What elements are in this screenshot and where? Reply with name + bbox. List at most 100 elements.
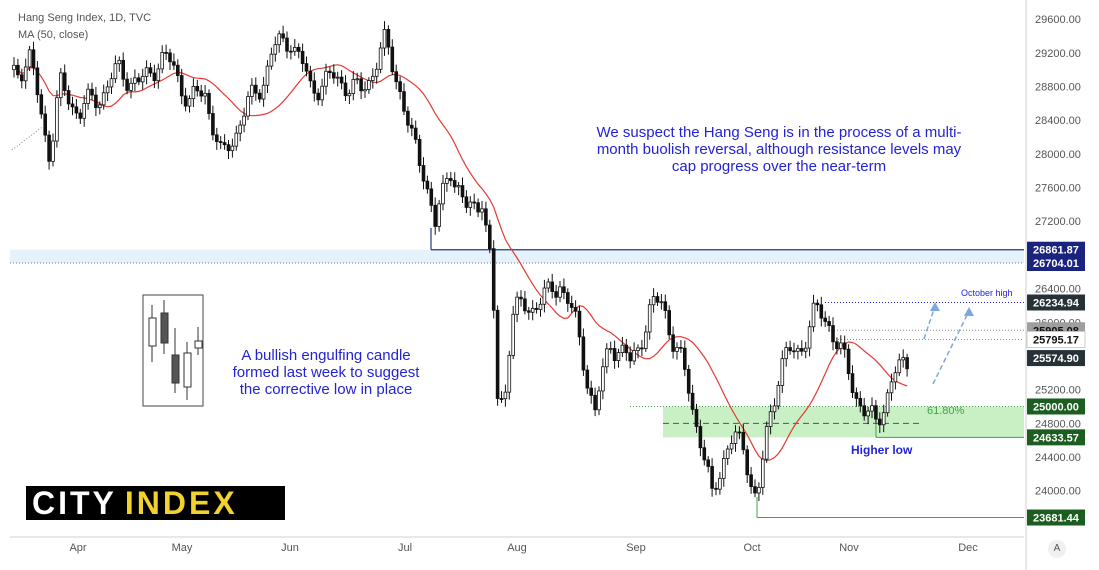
candle-body-29: [125, 78, 129, 91]
ma-line: [13, 64, 908, 462]
candle-body-25: [109, 78, 114, 88]
candle-body-110: [441, 182, 445, 205]
price-label: 24633.57: [1033, 432, 1079, 444]
candle-body-170: [675, 347, 679, 352]
arrows-layer: [923, 302, 974, 385]
candle-body-191: [757, 486, 761, 494]
candle-body-108: [433, 204, 437, 227]
candle-body-156: [620, 344, 625, 354]
candle-body-167: [663, 301, 668, 311]
candle-body-18: [82, 103, 87, 119]
price-label-box: [1027, 429, 1085, 446]
price-label: 26861.87: [1033, 245, 1079, 257]
candle-body-224: [885, 392, 890, 414]
candle-body-201: [796, 348, 800, 352]
candle-body-194: [768, 411, 773, 427]
projection-arrow-1: [932, 310, 970, 385]
logo-left: CITY: [26, 486, 123, 520]
y-tick-label: 27200.00: [1035, 216, 1081, 228]
candle-body-183: [725, 448, 730, 459]
price-label-box: [1027, 241, 1085, 258]
city-index-logo: CITY INDEX: [26, 486, 285, 520]
candle-body-213: [842, 342, 847, 350]
candle-body-135: [538, 303, 543, 310]
candle-body-161: [640, 347, 644, 350]
indicator-label: MA (50, close): [18, 29, 89, 41]
candle-body-165: [655, 296, 660, 303]
candle-body-75: [304, 63, 309, 72]
candle-body-143: [569, 303, 574, 308]
x-tick-label: Nov: [839, 542, 859, 554]
projection-arrow-0: [923, 305, 936, 340]
candle-body-1: [16, 64, 20, 76]
candle-body-130: [519, 296, 523, 300]
y-tick-label: 29200.00: [1035, 48, 1081, 60]
candle-body-177: [702, 447, 707, 461]
candle-body-39: [164, 52, 168, 54]
candle-body-198: [784, 347, 788, 360]
candle-body-189: [749, 474, 753, 488]
candle-body-103: [413, 127, 418, 140]
candle-body-101: [406, 110, 410, 126]
candle-body-220: [870, 405, 874, 412]
candle-body-100: [402, 91, 406, 112]
candle-body-67: [273, 44, 278, 55]
candle-body-94: [378, 47, 383, 70]
candle-body-40: [168, 52, 172, 63]
candle-body-171: [679, 347, 683, 349]
candle-body-184: [729, 443, 734, 450]
candle-body-225: [889, 381, 894, 394]
candle-body-216: [854, 392, 859, 399]
y-tick-label: 28400.00: [1035, 115, 1081, 127]
candle-body-79: [320, 85, 324, 101]
candle-body-182: [722, 458, 726, 479]
price-label-box: [1027, 255, 1085, 272]
candle-body-178: [706, 459, 710, 467]
candle-body-6: [35, 67, 40, 96]
candle-body-149: [593, 394, 597, 411]
candle-body-61: [250, 84, 254, 97]
candle-body-3: [23, 66, 28, 82]
x-tick-label: Oct: [743, 542, 760, 554]
candle-body-8: [43, 113, 47, 136]
candle-body-71: [289, 50, 293, 53]
candle-body-229: [905, 357, 909, 370]
candle-body-89: [359, 78, 363, 92]
candle-body-174: [690, 392, 695, 410]
price-label: 26704.01: [1033, 258, 1079, 270]
candle-body-50: [207, 92, 211, 114]
x-tick-label: Sep: [626, 542, 646, 554]
y-tick-label: 24000.00: [1035, 486, 1081, 498]
candle-body-83: [335, 76, 340, 79]
candle-body-107: [429, 188, 434, 206]
candle-body-84: [339, 76, 344, 84]
candle-body-187: [741, 431, 746, 451]
candle-body-20: [90, 88, 94, 96]
auto-scale-button[interactable]: A: [1048, 540, 1066, 558]
candle-body-19: [86, 88, 90, 104]
candle-body-185: [733, 431, 738, 444]
candle-body-111: [445, 178, 449, 184]
candle-body-74: [300, 50, 305, 64]
candle-body-127: [507, 354, 512, 393]
candle-body-58: [238, 124, 243, 134]
candle-body-106: [425, 180, 430, 190]
candle-body-24: [105, 86, 110, 94]
candle-body-196: [776, 385, 781, 407]
candle-body-90: [363, 89, 367, 92]
candle-body-37: [156, 68, 161, 82]
candle-body-166: [659, 301, 664, 304]
candle-body-5: [31, 49, 36, 69]
candle-body-186: [737, 431, 742, 434]
engulfing-annotation: A bullish engulfing candle formed last w…: [232, 347, 420, 398]
main-annotation: We suspect the Hang Seng is in the proce…: [596, 124, 962, 175]
price-label-box: [1027, 398, 1085, 415]
y-tick-label: 24400.00: [1035, 452, 1081, 464]
candle-body-215: [850, 373, 855, 394]
candle-body-123: [491, 248, 496, 311]
candle-body-56: [230, 145, 235, 152]
candle-body-168: [667, 310, 671, 336]
candle-body-207: [819, 304, 824, 319]
candle-body-148: [589, 387, 593, 396]
candle-body-193: [764, 426, 769, 460]
